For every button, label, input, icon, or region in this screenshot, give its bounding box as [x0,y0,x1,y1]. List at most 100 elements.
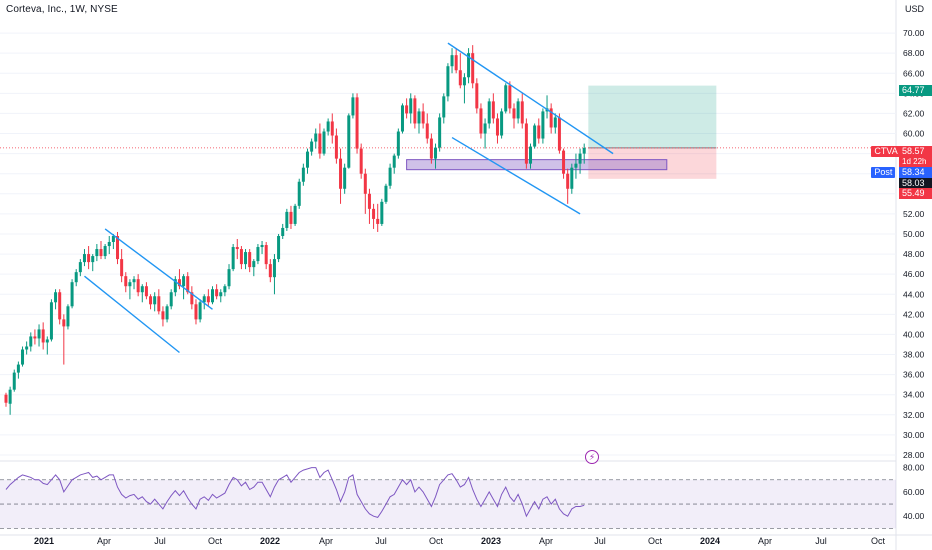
candle-body [400,105,404,132]
candle [339,148,343,204]
candle [380,198,384,226]
candle [529,143,533,169]
candle [111,233,115,250]
candle [483,118,487,149]
candle-body [553,117,557,128]
candle [29,332,33,352]
candle-body [380,201,384,224]
candle [355,93,359,154]
time-tick-label: Oct [871,536,886,546]
candle-body [529,146,533,164]
candle-body [578,153,582,164]
candle-body [442,96,446,118]
candle-body [49,302,53,340]
time-tick-label: Jul [375,536,387,546]
candle [277,233,281,263]
candle-body [41,329,45,343]
candle [177,269,181,290]
candle [520,93,524,129]
candle [256,244,260,265]
candle [272,254,276,295]
time-axis[interactable]: 2021 Apr Jul Oct 2022 Apr Jul Oct 2023 Apr Jul Oct 2… [34,536,886,546]
candle-body [388,167,392,186]
candle [82,249,86,267]
long-position-target-zone [588,85,717,148]
candle [384,183,388,204]
candle-body [322,131,326,154]
candle-body [157,296,161,312]
candle-body [211,289,214,303]
candle-body [462,77,466,86]
price-tick-label: 40.00 [903,329,925,339]
candle [45,336,49,355]
candle [190,286,194,310]
candle [264,242,268,270]
candle-body [524,123,528,164]
candle-body [244,252,248,265]
candle-body [111,235,115,243]
time-tick-label: Apr [758,536,772,546]
candle-body [4,394,8,403]
candle [413,95,417,129]
candle-body [37,329,41,339]
candle-body [405,105,409,114]
candle-body [206,296,210,303]
candle-body [421,111,425,124]
candle [194,299,198,325]
candle-body [231,247,235,270]
price-tag-value: 58.03 [899,178,932,189]
candle-body [355,97,359,149]
trendline-channel-2021-lower [84,275,180,354]
candle-body [132,279,136,283]
candle [475,78,479,114]
trendlines[interactable] [84,42,614,354]
price-tick-label: 70.00 [903,28,925,38]
candle-body [570,167,574,189]
candle-body [479,108,483,134]
trendline-channel-2023-lower [451,136,581,215]
candle [235,239,239,260]
candle-body [8,389,12,404]
rsi-pane[interactable] [0,467,896,529]
candle [120,249,124,283]
candle [116,231,120,265]
candle [566,168,570,204]
candle [74,269,78,287]
candle [545,95,549,119]
chart-legend-title[interactable]: Corteva, Inc., 1W, NYSE [6,4,118,15]
candle-body [256,247,260,262]
candle-body [434,147,438,159]
candle [562,148,566,179]
candle [500,108,504,139]
price-tick-label: 36.00 [903,370,925,380]
candle [363,168,367,214]
candle [239,246,243,270]
price-tag-label: Post [871,167,896,178]
candle [549,103,553,134]
candle-body [16,364,20,373]
candle [132,276,136,290]
candle [318,123,322,159]
candle [322,128,326,156]
candle [516,98,520,124]
candle-body [487,101,491,124]
candle [582,143,586,164]
candle [33,329,37,345]
candle-body [491,101,495,119]
time-tick-label: 2024 [700,536,720,546]
trendline-channel-2023-upper [447,42,614,155]
candle [376,203,380,232]
candle-body [475,83,479,109]
price-tick-label: 66.00 [903,68,925,78]
candle [372,203,376,229]
candle [215,284,219,300]
candlestick-series[interactable] [4,45,586,415]
candle [388,163,392,189]
candle-body [409,98,413,114]
lightning-icon[interactable]: ⚡ [585,450,599,464]
candle [285,208,289,231]
candle-body [392,155,396,168]
candle [252,259,256,277]
